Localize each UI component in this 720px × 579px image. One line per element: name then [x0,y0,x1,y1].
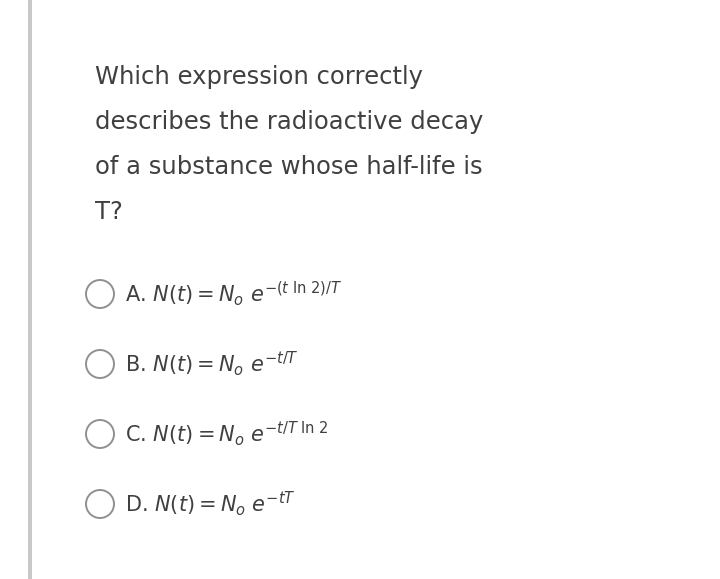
Text: Which expression correctly: Which expression correctly [95,65,423,89]
Text: A. $N(t) = N_o\ e^{-(t\ \mathrm{ln}\ 2)/T}$: A. $N(t) = N_o\ e^{-(t\ \mathrm{ln}\ 2)/… [125,280,342,309]
Text: describes the radioactive decay: describes the radioactive decay [95,110,483,134]
Text: of a substance whose half-life is: of a substance whose half-life is [95,155,482,179]
Text: C. $N(t) = N_o\ e^{-t/T\ \mathrm{ln}\ 2}$: C. $N(t) = N_o\ e^{-t/T\ \mathrm{ln}\ 2}… [125,420,329,448]
Text: B. $N(t) = N_o\ e^{-t/T}$: B. $N(t) = N_o\ e^{-t/T}$ [125,350,299,379]
Bar [28,0,32,579]
Text: D. $N(t) = N_o\ e^{-tT}$: D. $N(t) = N_o\ e^{-tT}$ [125,490,296,518]
Text: T?: T? [95,200,123,224]
